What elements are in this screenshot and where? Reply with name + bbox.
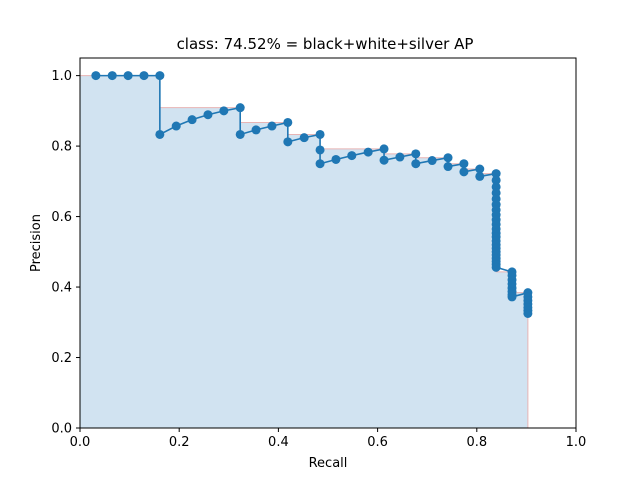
axes-frame [79,57,577,429]
data-point [267,121,277,131]
data-point [379,144,389,154]
data-point [491,175,501,185]
data-point [315,145,325,155]
data-point [235,129,245,139]
data-point [299,133,309,143]
data-points [91,71,533,318]
data-point [347,151,357,161]
x-axis-label: Recall [309,456,348,471]
y-tick-label: 0.0 [51,422,72,437]
data-point [363,147,373,157]
data-point [107,71,117,81]
data-point [507,292,517,302]
plot-area [80,71,533,428]
data-point [171,121,181,131]
data-point [491,262,501,272]
data-point [475,171,485,181]
data-point [331,154,341,164]
x-tick-label: 0.2 [169,435,190,450]
y-axis-ticks: 0.0 0.2 0.4 0.6 0.8 1.0 [51,69,80,437]
y-tick-label: 0.8 [51,140,72,155]
x-tick-label: 0.6 [367,435,388,450]
data-point [395,152,405,162]
data-point [459,167,469,177]
data-point [411,149,421,159]
data-point [475,164,485,174]
data-point [187,115,197,125]
chart-title: class: 74.52% = black+white+silver AP [177,35,474,53]
x-tick-label: 1.0 [566,435,587,450]
data-point [91,71,101,81]
data-point [139,71,149,81]
data-point [443,162,453,172]
x-axis-ticks: 0.0 0.2 0.4 0.6 0.8 1.0 [70,428,587,450]
y-tick-label: 0.6 [51,210,72,225]
data-point [155,129,165,139]
data-point [411,159,421,169]
data-point [235,103,245,113]
y-tick-label: 1.0 [51,69,72,84]
data-point [155,71,165,81]
data-point [123,71,133,81]
data-point [443,153,453,163]
y-tick-label: 0.2 [51,351,72,366]
x-tick-label: 0.4 [268,435,289,450]
data-point [427,156,437,166]
data-point [491,169,501,179]
y-tick-label: 0.4 [51,281,72,296]
data-point [459,159,469,169]
data-point [523,308,533,318]
data-point [283,137,293,147]
data-point [315,159,325,169]
x-tick-label: 0.8 [466,435,487,450]
y-axis-label: Precision [29,214,44,272]
data-point [283,117,293,127]
data-point [219,106,229,116]
data-point [379,155,389,165]
data-point [203,110,213,120]
data-point [315,129,325,139]
x-tick-label: 0.0 [70,435,91,450]
data-point [251,125,261,135]
